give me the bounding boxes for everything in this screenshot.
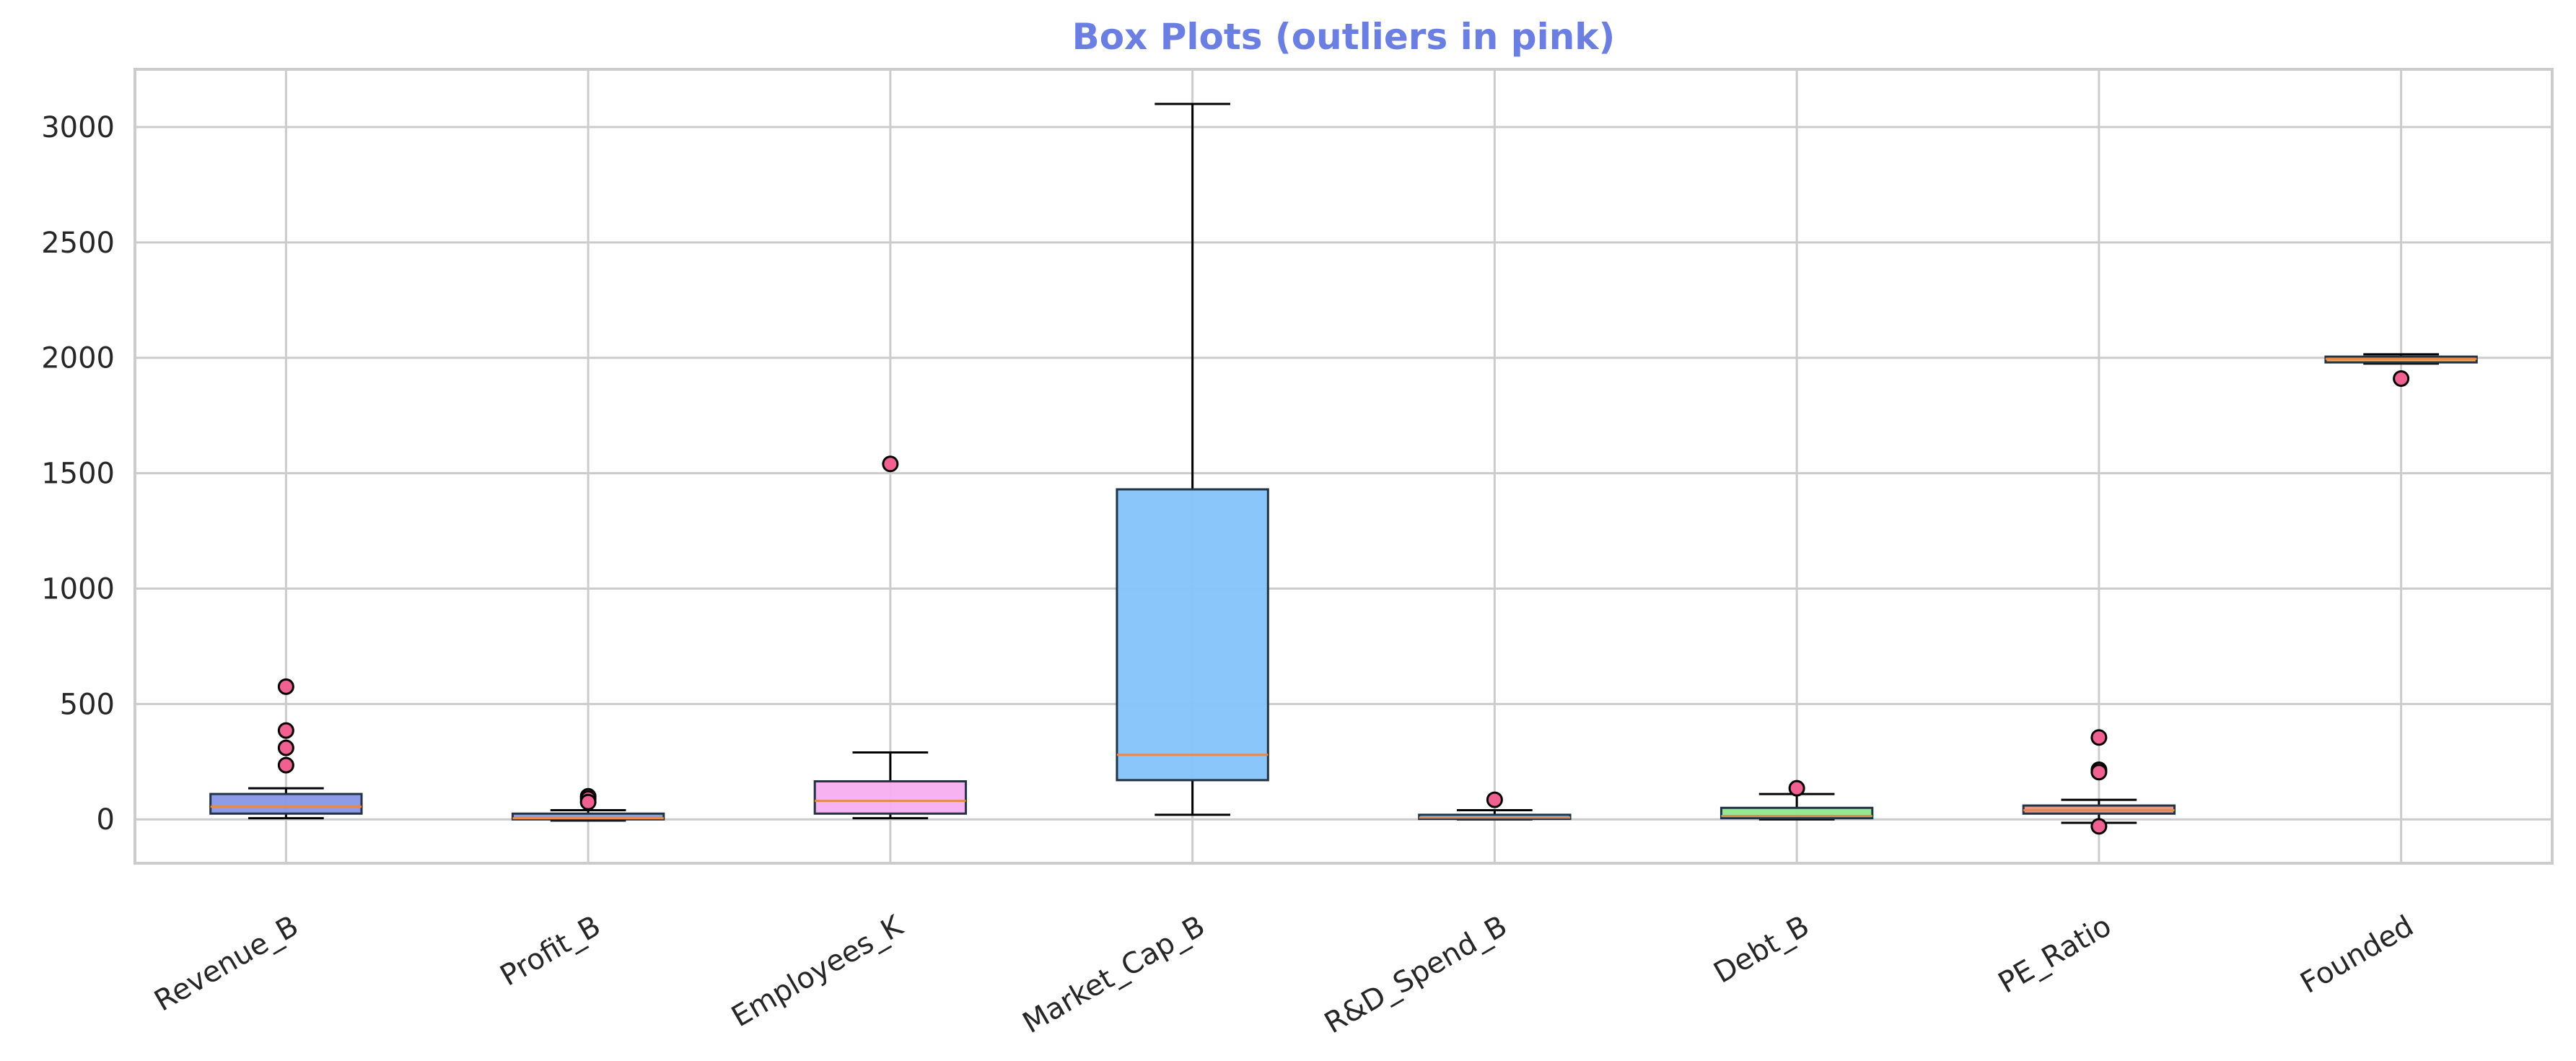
box-profit-b [511, 787, 665, 822]
y-tick-label: 0 [97, 803, 115, 837]
outlier-point [2090, 764, 2108, 781]
outlier-point [277, 756, 294, 774]
outlier-point [277, 739, 294, 756]
y-tick-label: 2500 [41, 227, 115, 260]
box-series [209, 102, 2478, 835]
y-tick-label: 3000 [41, 111, 115, 144]
outlier-point [882, 455, 899, 473]
outlier-point [1788, 780, 1805, 797]
y-tick-label: 1500 [41, 458, 115, 491]
box-r-d-spend-b [1418, 791, 1572, 821]
chart-title: Box Plots (outliers in pink) [1072, 16, 1616, 58]
box-employees-k [813, 455, 968, 820]
box-debt-b [1719, 780, 1874, 821]
outlier-point [579, 793, 597, 811]
outlier-point [1486, 791, 1503, 808]
box-iqr [813, 780, 968, 815]
box-revenue-b [209, 678, 363, 820]
y-axis-ticks: 0 500 1000 1500 2000 2500 3000 [41, 111, 115, 837]
outlier-point [2393, 370, 2410, 387]
plot-frame [133, 68, 2554, 865]
y-tick-label: 1000 [41, 572, 115, 606]
box-iqr [1116, 488, 1269, 782]
box-iqr [209, 793, 363, 815]
outlier-point [277, 678, 294, 695]
box-founded [2324, 353, 2478, 387]
box-market-cap-b [1116, 102, 1269, 816]
outlier-point [277, 722, 294, 739]
outlier-point [2090, 818, 2108, 835]
box-iqr [511, 812, 665, 821]
y-tick-label: 500 [60, 688, 115, 721]
box-pe-ratio [2022, 729, 2176, 835]
y-tick-label: 2000 [41, 342, 115, 375]
outlier-point [2090, 729, 2108, 746]
